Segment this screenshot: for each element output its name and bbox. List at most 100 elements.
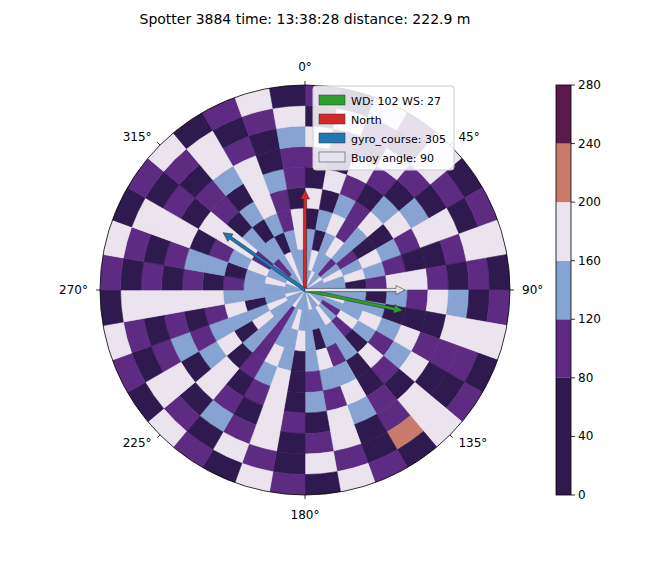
theta-tick: [510, 290, 514, 291]
image-cells: [100, 85, 510, 495]
image-cell: [467, 290, 490, 322]
colorbar: 04080120160200240280: [556, 78, 601, 502]
image-cell: [277, 431, 305, 454]
image-cell: [280, 147, 305, 169]
image-cell: [285, 290, 305, 297]
image-cell: [103, 322, 132, 360]
colorbar-band: [556, 202, 571, 261]
colorbar-band: [556, 319, 571, 378]
theta-tick-label: 180°: [291, 508, 320, 522]
polar-frame: [100, 85, 510, 495]
direction-arrow: [301, 190, 310, 290]
image-cell: [141, 290, 164, 318]
image-cell: [366, 276, 387, 290]
legend-swatch: [319, 95, 345, 105]
image-cell: [487, 290, 510, 326]
colorbar-tick-label: 240: [578, 137, 601, 151]
image-cell: [269, 85, 305, 108]
colorbar-tick: [571, 85, 575, 86]
image-cell: [426, 265, 448, 290]
colorbar-tick: [571, 260, 575, 261]
colorbar-tick: [571, 377, 575, 378]
image-cell: [305, 452, 337, 475]
direction-arrow: [305, 286, 405, 295]
legend-label: Buoy angle: 90: [351, 152, 434, 165]
image-cell: [426, 290, 448, 315]
image-cell: [446, 290, 469, 318]
colorbar-tick-label: 80: [578, 371, 593, 385]
image-cell: [305, 472, 341, 495]
theta-tick-label: 270°: [59, 283, 88, 297]
image-cell: [285, 290, 306, 294]
image-cell: [467, 258, 490, 290]
direction-arrow: [305, 288, 403, 313]
colorbar-tick: [571, 143, 575, 144]
image-cell: [291, 208, 305, 229]
image-cell: [121, 290, 144, 322]
legend-label: North: [351, 114, 382, 127]
image-cell: [446, 262, 469, 290]
theta-tick: [450, 435, 453, 438]
title: Spotter 3884 time: 13:38:28 distance: 22…: [140, 11, 471, 27]
image-cell: [223, 290, 244, 304]
theta-tick: [96, 290, 100, 291]
image-cell: [264, 290, 285, 297]
colorbar-tick-label: 0: [578, 488, 586, 502]
image-cell: [280, 411, 305, 433]
colorbar-tick: [571, 319, 575, 320]
image-cell: [269, 472, 305, 495]
colorbar-tick-label: 160: [578, 254, 601, 268]
direction-arrow: [223, 233, 306, 292]
image-cell: [406, 269, 428, 290]
image-cell: [305, 371, 323, 393]
colorbar-tick: [571, 436, 575, 437]
image-cell: [478, 220, 507, 258]
image-cell: [305, 351, 319, 372]
theta-tick-label: 45°: [458, 130, 479, 144]
legend-label: WD: 102 WS: 27: [351, 95, 441, 108]
image-cell: [284, 167, 305, 189]
theta-tick: [157, 142, 160, 145]
colorbar-tick: [571, 202, 575, 203]
colorbar-band: [556, 378, 571, 495]
colorbar-band: [556, 144, 571, 203]
theta-tick-label: 90°: [522, 283, 543, 297]
colorbar-tick: [571, 495, 575, 496]
image-cell: [305, 290, 309, 311]
image-cell: [203, 290, 225, 308]
image-cell: [337, 463, 375, 492]
legend-label: gyro_course: 305: [351, 133, 446, 146]
image-cell: [305, 411, 330, 433]
theta-tick-label: 315°: [123, 130, 152, 144]
chart: Spotter 3884 time: 13:38:28 distance: 22…: [0, 0, 654, 561]
image-cell: [182, 290, 204, 311]
legend-swatch: [319, 152, 345, 162]
image-cell: [162, 290, 184, 315]
image-cell: [141, 262, 164, 290]
legend-swatch: [319, 133, 345, 143]
image-cell: [100, 254, 123, 290]
theta-tick-label: 0°: [298, 60, 312, 74]
legend: WD: 102 WS: 27 North gyro_course: 305 Buoy …: [313, 86, 454, 170]
theta-tick: [305, 495, 306, 499]
image-cell: [273, 452, 305, 475]
image-cell: [121, 258, 144, 290]
colorbar-tick-label: 120: [578, 312, 601, 326]
image-cell: [305, 310, 312, 331]
image-cell: [162, 265, 184, 290]
image-cell: [100, 290, 123, 326]
image-cell: [305, 330, 316, 351]
legend-box: [313, 86, 454, 170]
theta-tick: [305, 81, 306, 85]
theta-tick: [157, 435, 160, 438]
arrows: [223, 190, 405, 313]
image-cell: [244, 290, 265, 301]
colorbar-band: [556, 261, 571, 320]
colorbar-band: [556, 85, 571, 144]
theta-tick-label: 225°: [123, 436, 152, 450]
image-cell: [235, 88, 273, 117]
colorbar-tick-label: 280: [578, 78, 601, 92]
image-cell: [273, 106, 305, 129]
image-cell: [277, 126, 305, 149]
image-cell: [305, 391, 326, 413]
